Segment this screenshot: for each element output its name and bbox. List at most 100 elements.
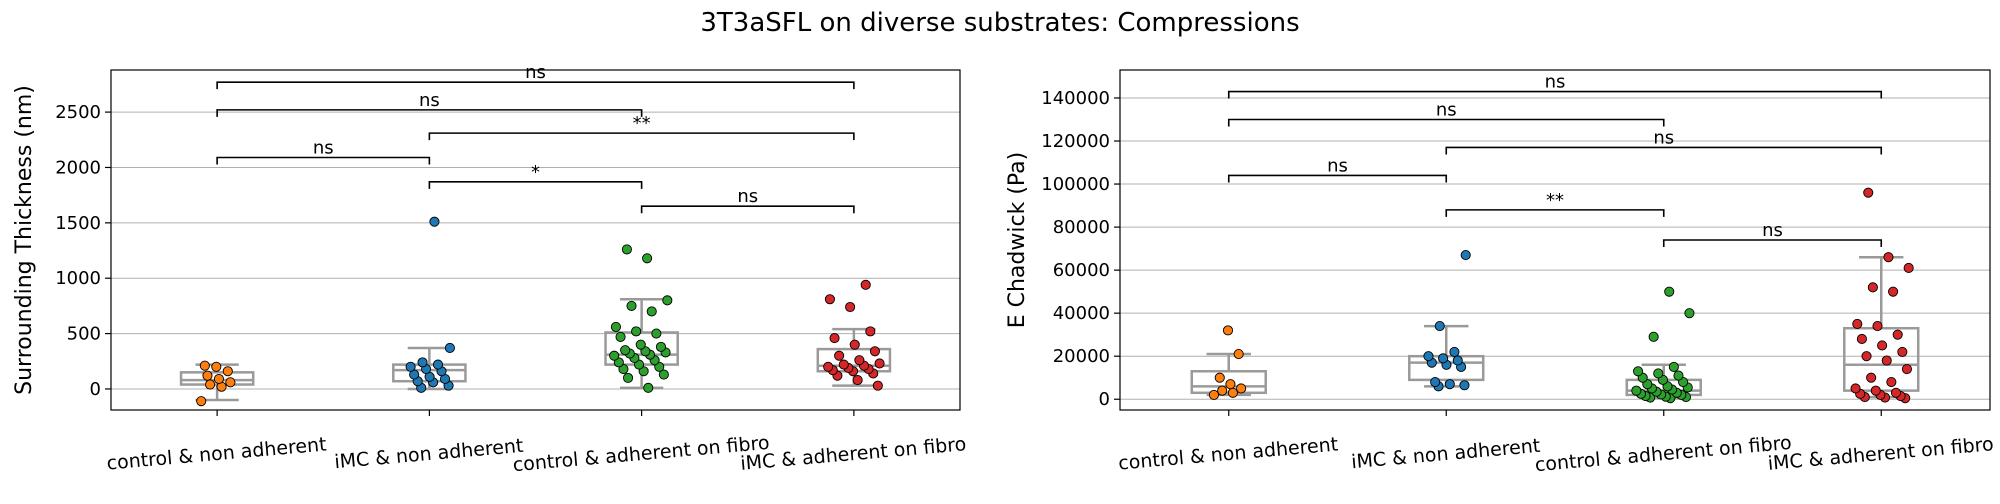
data-point: [202, 370, 213, 381]
data-point: [1888, 286, 1899, 297]
data-point: [1438, 353, 1449, 364]
significance-bracket: [640, 205, 855, 214]
data-point: [1883, 252, 1894, 263]
data-point: [1633, 366, 1644, 377]
y-tick-label: 1000: [55, 268, 101, 289]
data-point: [1631, 385, 1642, 396]
data-point: [635, 339, 646, 350]
suptitle: 3T3aSFL on diverse substrates: Compressi…: [700, 8, 1299, 38]
data-point: [1892, 329, 1903, 340]
x-tick-label: control & non adherent: [1117, 433, 1339, 474]
data-point: [869, 346, 880, 357]
data-point: [849, 339, 860, 350]
y-tick-label: 40000: [1053, 303, 1110, 324]
y-tick-label: 1500: [55, 213, 101, 234]
significance-bracket: [1227, 90, 1883, 99]
box-iqr: [1843, 326, 1920, 392]
x-tick-label: iMC & non adherent: [1350, 435, 1541, 473]
data-point: [1225, 379, 1236, 390]
data-point: [1208, 389, 1219, 400]
data-point: [417, 357, 428, 368]
significance-label: ns: [1436, 99, 1457, 120]
data-point: [1870, 385, 1881, 396]
data-point: [429, 216, 440, 227]
data-point: [225, 377, 236, 388]
data-point: [1233, 349, 1244, 360]
data-point: [655, 341, 667, 352]
data-point: [199, 360, 210, 371]
data-point: [1434, 321, 1445, 332]
data-point: [642, 253, 653, 264]
y-axis-label: E Chadwick (Pa): [1005, 152, 1030, 329]
data-point: [1444, 379, 1455, 390]
data-point: [852, 375, 863, 386]
data-point: [872, 380, 883, 391]
data-point: [1850, 383, 1861, 394]
data-point: [1897, 346, 1908, 357]
data-point: [222, 366, 233, 377]
data-point: [1449, 346, 1460, 357]
data-point: [1863, 187, 1874, 198]
data-point: [621, 244, 632, 255]
plot-frame: [110, 69, 961, 411]
y-tick-label: 2500: [55, 102, 101, 123]
y-tick-label: 100000: [1041, 174, 1110, 195]
data-point: [829, 332, 840, 344]
y-tick-label: 20000: [1053, 346, 1110, 367]
y-tick-label: 500: [67, 324, 101, 345]
data-point: [1423, 351, 1434, 362]
data-point: [1222, 325, 1234, 336]
data-point: [626, 300, 637, 311]
data-point: [1861, 351, 1872, 362]
data-point: [1886, 376, 1897, 388]
y-tick-label: 0: [90, 379, 101, 400]
data-point: [623, 372, 634, 383]
data-point: [643, 382, 654, 393]
significance-label: ns: [525, 62, 546, 83]
significance-label: ns: [1762, 220, 1783, 241]
significance-bracket: [428, 181, 643, 189]
data-point: [824, 294, 835, 305]
data-point: [874, 358, 885, 369]
data-point: [823, 361, 834, 372]
significance-label: ns: [313, 137, 334, 158]
data-point: [1236, 383, 1247, 394]
data-point: [196, 396, 207, 407]
data-point: [1877, 340, 1888, 351]
y-tick-label: 120000: [1041, 131, 1110, 152]
x-tick-label: iMC & non adherent: [333, 435, 524, 473]
data-point: [1214, 372, 1225, 383]
data-point: [1872, 321, 1883, 332]
data-point: [860, 279, 871, 290]
significance-bracket: [1445, 146, 1883, 155]
data-point: [651, 328, 662, 339]
data-point: [865, 326, 876, 337]
data-point: [1227, 387, 1238, 398]
significance-label: ns: [1545, 72, 1566, 93]
data-point: [1653, 368, 1664, 379]
data-point: [1460, 250, 1471, 261]
data-point: [646, 306, 657, 317]
significance-bracket: [216, 81, 855, 90]
data-point: [1867, 282, 1878, 293]
data-point: [213, 373, 224, 385]
data-point: [615, 331, 626, 342]
y-tick-label: 140000: [1041, 88, 1110, 109]
data-point: [1856, 333, 1867, 345]
data-point: [1903, 262, 1914, 274]
data-point: [1890, 387, 1902, 398]
x-tick-label: control & adherent on fibro: [1534, 432, 1792, 476]
significance-label: ns: [419, 90, 440, 111]
data-point: [432, 359, 444, 370]
plot-frame: [1119, 69, 1991, 411]
data-point: [1459, 380, 1470, 391]
data-point: [1866, 372, 1877, 383]
data-point: [834, 350, 845, 361]
data-point: [1852, 318, 1863, 329]
data-point: [854, 355, 865, 366]
significance-bracket: [1227, 174, 1448, 183]
significance-bracket: [1445, 209, 1665, 217]
significance-bracket: [216, 109, 643, 117]
